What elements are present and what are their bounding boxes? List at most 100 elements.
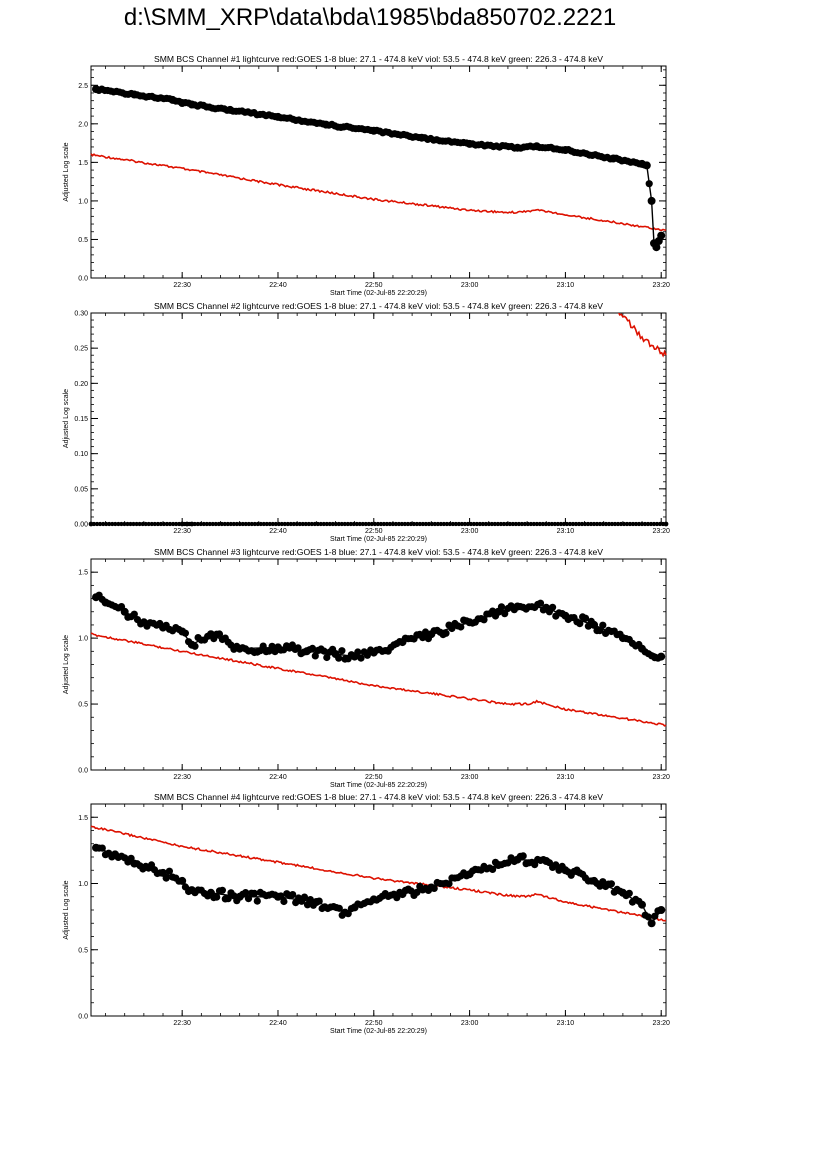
data-point xyxy=(663,521,669,527)
data-point xyxy=(271,113,279,121)
data-point xyxy=(342,521,347,527)
x-tick-label: 23:20 xyxy=(652,1020,670,1027)
data-point xyxy=(303,521,308,527)
data-point xyxy=(315,897,323,905)
chart-panel-1: SMM BCS Channel #1 lightcurve red:GOES 1… xyxy=(63,54,670,297)
data-point xyxy=(477,521,483,527)
x-tick-label: 23:10 xyxy=(557,528,575,535)
data-point xyxy=(536,599,545,607)
data-point xyxy=(660,521,666,527)
data-point xyxy=(367,126,375,134)
data-point xyxy=(558,862,566,871)
data-point xyxy=(588,521,594,527)
data-point xyxy=(576,620,584,628)
data-point xyxy=(237,521,242,527)
data-point xyxy=(152,521,157,527)
data-point xyxy=(94,521,100,527)
data-point xyxy=(315,521,320,527)
data-point xyxy=(345,521,350,527)
data-point xyxy=(510,521,516,527)
data-point xyxy=(546,521,552,527)
data-point xyxy=(207,521,212,527)
data-point xyxy=(182,521,187,527)
data-point xyxy=(552,521,558,527)
data-point xyxy=(645,180,653,188)
data-point xyxy=(480,521,486,527)
data-point xyxy=(581,614,590,622)
data-point xyxy=(321,521,326,527)
data-point xyxy=(119,521,124,527)
data-point xyxy=(612,521,618,527)
data-point xyxy=(399,521,405,527)
data-point xyxy=(104,521,109,527)
data-point xyxy=(166,95,174,103)
data-point xyxy=(335,904,343,912)
data-point xyxy=(393,894,401,902)
data-point xyxy=(421,628,430,636)
data-point xyxy=(127,854,135,862)
data-point xyxy=(318,521,323,527)
data-point xyxy=(654,907,662,915)
x-tick-label: 22:40 xyxy=(269,282,287,289)
data-point xyxy=(616,630,624,638)
y-axis-label: Adjusted Log scale xyxy=(63,635,70,694)
data-point xyxy=(573,521,579,527)
data-point xyxy=(320,647,328,655)
data-point xyxy=(347,905,355,913)
data-point xyxy=(606,155,614,163)
data-point xyxy=(498,521,504,527)
data-point xyxy=(134,521,139,527)
y-tick-label: 0.0 xyxy=(78,768,88,775)
y-tick-label: 0.25 xyxy=(74,346,88,353)
plot-frame xyxy=(90,312,667,525)
data-point xyxy=(567,521,573,527)
data-point xyxy=(357,654,365,662)
data-point xyxy=(277,892,285,900)
data-point xyxy=(187,521,192,527)
x-tick-label: 22:50 xyxy=(365,528,383,535)
data-point xyxy=(459,521,465,527)
data-point xyxy=(534,521,540,527)
data-point xyxy=(367,898,375,906)
data-point xyxy=(271,648,279,656)
data-point xyxy=(246,521,251,527)
data-point xyxy=(456,521,462,527)
data-point xyxy=(210,521,215,527)
y-tick-label: 1.5 xyxy=(78,570,88,577)
y-tick-label: 1.5 xyxy=(78,160,88,167)
data-point xyxy=(558,521,564,527)
data-point xyxy=(88,521,94,527)
x-axis-label: Start Time (02-Jul-85 22:20:29) xyxy=(330,290,427,297)
data-point xyxy=(156,619,164,628)
data-point xyxy=(408,521,414,527)
data-point xyxy=(468,521,474,527)
data-point xyxy=(261,521,266,527)
y-axis-label: Adjusted Log scale xyxy=(63,389,70,448)
data-point xyxy=(633,521,639,527)
data-point xyxy=(396,521,402,527)
y-tick-label: 0.0 xyxy=(78,276,88,283)
data-point xyxy=(570,521,576,527)
chart-title: SMM BCS Channel #1 lightcurve red:GOES 1… xyxy=(154,54,603,64)
data-point xyxy=(555,521,561,527)
data-point xyxy=(597,521,603,527)
data-point xyxy=(137,521,142,527)
data-point xyxy=(444,521,450,527)
x-tick-label: 22:40 xyxy=(269,774,287,781)
data-point xyxy=(539,606,548,614)
data-point xyxy=(291,521,296,527)
data-point xyxy=(463,872,471,880)
data-point xyxy=(609,521,615,527)
plot-frame xyxy=(90,803,667,1017)
data-point xyxy=(539,856,548,864)
data-point xyxy=(531,521,537,527)
y-tick-label: 0.10 xyxy=(74,451,88,458)
data-point xyxy=(228,521,233,527)
data-point xyxy=(607,880,616,888)
data-point xyxy=(642,521,648,527)
data-point xyxy=(327,521,332,527)
data-point xyxy=(165,867,173,875)
data-point xyxy=(424,886,432,895)
data-point xyxy=(309,901,317,909)
chart-title: SMM BCS Channel #3 lightcurve red:GOES 1… xyxy=(154,547,603,557)
